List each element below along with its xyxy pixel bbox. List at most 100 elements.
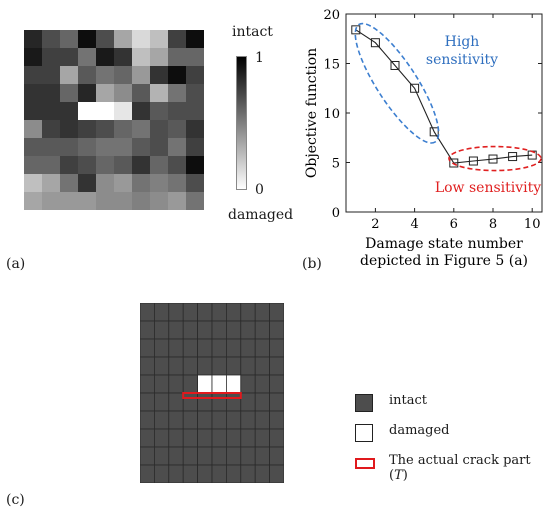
heatmap-cell-r9-c9 [186,192,204,210]
intact-cell [240,464,256,483]
intact-cell [168,446,184,466]
intact-cell [182,303,199,322]
heatmap-cell-r1-c2 [60,48,78,66]
heatmap-cell-r6-c2 [60,138,78,156]
heatmap-cell-r6-c5 [114,138,132,156]
intact-cell [153,320,170,340]
y-tick-label: 0 [332,206,340,221]
intact-cell [153,356,170,376]
heatmap-cell-r9-c1 [42,192,60,210]
heatmap-cell-r9-c5 [114,192,132,210]
heatmap-cell-r1-c0 [24,48,42,66]
y-tick-label: 15 [323,58,340,73]
heatmap-cell-r4-c3 [78,102,96,120]
intact-cell [140,464,155,483]
intact-cell [140,410,155,430]
damaged-cell [197,374,213,394]
low-sensitivity-label: Low sensitivity [435,180,541,196]
heatmap-cell-r1-c1 [42,48,60,66]
heatmap-cell-r1-c8 [168,48,186,66]
intact-cell [197,410,213,430]
heatmap-cell-r8-c9 [186,174,204,192]
intact-cell [211,303,227,322]
legend-intact-swatch [355,394,373,412]
heatmap-cell-r0-c2 [60,30,78,48]
heatmap-cell-r6-c1 [42,138,60,156]
data-point-6 [449,158,459,168]
damage-heatmap-a [24,30,204,210]
data-point-1 [351,25,361,35]
intact-cell [269,374,284,394]
heatmap-cell-r8-c5 [114,174,132,192]
intact-cell [226,410,242,430]
heatmap-cell-r0-c1 [42,30,60,48]
intact-cell [226,356,242,376]
heatmap-cell-r1-c9 [186,48,204,66]
heatmap-cell-r9-c7 [150,192,168,210]
heatmap-cell-r9-c4 [96,192,114,210]
heatmap-cell-r9-c3 [78,192,96,210]
heatmap-cell-r4-c6 [132,102,150,120]
intact-cell [153,303,170,322]
data-point-2 [370,38,380,48]
intact-cell [140,428,155,448]
low-sensitivity-ellipse [448,145,542,172]
colorbar-max-tick: 1 [255,50,264,66]
heatmap-cell-r5-c2 [60,120,78,138]
intact-cell [254,338,270,358]
intact-cell [197,338,213,358]
heatmap-cell-r7-c7 [150,156,168,174]
heatmap-cell-r0-c8 [168,30,186,48]
heatmap-cell-r8-c1 [42,174,60,192]
heatmap-cell-r2-c4 [96,66,114,84]
data-point-3 [390,60,400,70]
high-sensitivity-label: High [445,34,480,50]
heatmap-cell-r9-c8 [168,192,186,210]
heatmap-cell-r4-c2 [60,102,78,120]
y-tick-label: 20 [323,8,340,23]
heatmap-cell-r5-c8 [168,120,186,138]
intact-cell [168,464,184,483]
intact-cell [226,303,242,322]
heatmap-cell-r9-c0 [24,192,42,210]
heatmap-cell-r7-c1 [42,156,60,174]
heatmap-cell-r2-c3 [78,66,96,84]
intact-cell [240,428,256,448]
heatmap-cell-r1-c3 [78,48,96,66]
heatmap-cell-r8-c2 [60,174,78,192]
intact-cell [197,428,213,448]
intact-cell [254,303,270,322]
heatmap-cell-r2-c7 [150,66,168,84]
intact-cell [226,338,242,358]
heatmap-cell-r3-c8 [168,84,186,102]
intact-cell [269,446,284,466]
heatmap-cell-r4-c1 [42,102,60,120]
heatmap-cell-r2-c5 [114,66,132,84]
intact-cell [168,338,184,358]
legend-damaged-label: damaged [389,423,450,438]
intact-cell [254,374,270,394]
intact-cell [197,392,213,412]
intact-cell [240,374,256,394]
heatmap-cell-r4-c7 [150,102,168,120]
intact-cell [254,320,270,340]
data-point-8 [488,154,498,164]
heatmap-cell-r3-c6 [132,84,150,102]
colorbar-top-label: intact [232,24,273,40]
intact-cell [211,464,227,483]
intact-cell [269,338,284,358]
x-tick-label: 2 [371,217,379,232]
legend-damaged-swatch [355,424,373,442]
x-tick-label: 10 [524,217,541,232]
heatmap-cell-r7-c3 [78,156,96,174]
intact-cell [153,392,170,412]
high-sensitivity-ellipse [354,22,440,144]
heatmap-cell-r3-c0 [24,84,42,102]
heatmap-cell-r0-c9 [186,30,204,48]
heatmap-cell-r8-c4 [96,174,114,192]
intact-cell [140,320,155,340]
heatmap-cell-r3-c1 [42,84,60,102]
intact-cell [182,392,199,412]
x-axis-label: Damage state number [365,236,523,252]
panel-label-b: (b) [302,256,322,272]
